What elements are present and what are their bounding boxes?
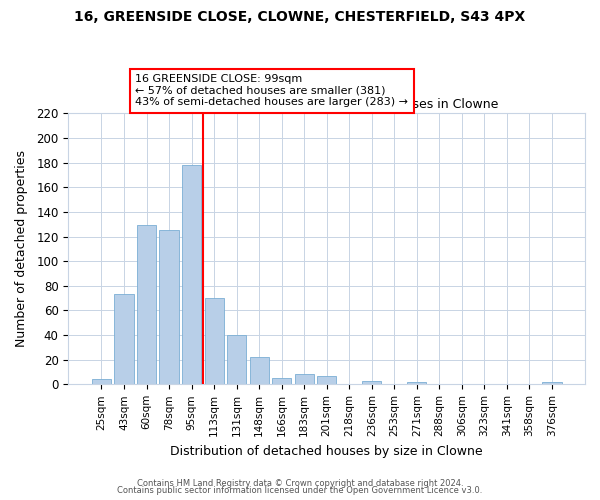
Bar — [407, 382, 427, 384]
Bar — [115, 294, 134, 384]
Y-axis label: Number of detached properties: Number of detached properties — [15, 150, 28, 348]
Bar — [362, 380, 382, 384]
Text: 16, GREENSIDE CLOSE, CLOWNE, CHESTERFIELD, S43 4PX: 16, GREENSIDE CLOSE, CLOWNE, CHESTERFIEL… — [74, 10, 526, 24]
Bar — [205, 298, 224, 384]
Bar — [295, 374, 314, 384]
Text: Contains public sector information licensed under the Open Government Licence v3: Contains public sector information licen… — [118, 486, 482, 495]
Title: Size of property relative to detached houses in Clowne: Size of property relative to detached ho… — [155, 98, 499, 111]
Bar — [137, 226, 156, 384]
Bar — [272, 378, 291, 384]
Text: 16 GREENSIDE CLOSE: 99sqm
← 57% of detached houses are smaller (381)
43% of semi: 16 GREENSIDE CLOSE: 99sqm ← 57% of detac… — [135, 74, 408, 108]
Bar — [92, 380, 111, 384]
X-axis label: Distribution of detached houses by size in Clowne: Distribution of detached houses by size … — [170, 444, 483, 458]
Bar — [182, 165, 201, 384]
Bar — [160, 230, 179, 384]
Bar — [542, 382, 562, 384]
Bar — [227, 335, 246, 384]
Bar — [317, 376, 336, 384]
Text: Contains HM Land Registry data © Crown copyright and database right 2024.: Contains HM Land Registry data © Crown c… — [137, 478, 463, 488]
Bar — [250, 357, 269, 384]
